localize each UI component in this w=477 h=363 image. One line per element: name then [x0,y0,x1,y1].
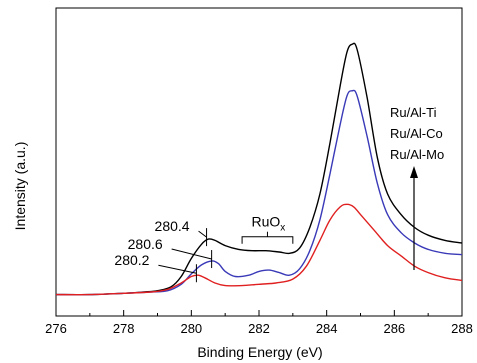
peak-leader-3 [158,264,197,274]
x-axis-title: Binding Energy (eV) [197,344,322,360]
x-tick-label-282: 282 [248,321,270,336]
peak-label-3: 280.2 [114,252,149,268]
legend-entry-3: Ru/Al-Mo [390,147,444,162]
series-layer [55,42,463,296]
plot-frame [55,7,463,317]
plot-border [55,7,463,317]
x-tick-label-278: 278 [113,321,135,336]
peak-label-2: 280.6 [128,236,163,252]
x-tick-label-276: 276 [45,321,67,336]
legend-arrow-head [410,166,418,178]
x-axis-ticks: 276 278 280 282 284 286 288 [45,310,473,336]
legend: Ru/Al-Ti Ru/Al-Co Ru/Al-Mo [390,105,444,270]
peak-leader-1 [198,230,207,238]
x-tick-label-280: 280 [180,321,202,336]
ruox-label: RuOx [251,214,285,234]
ruox-bracket [241,236,294,244]
legend-entry-2: Ru/Al-Co [390,126,443,141]
series-line-3 [55,203,463,296]
x-tick-label-288: 288 [451,321,473,336]
peak-label-1: 280.4 [155,218,190,234]
x-tick-label-284: 284 [316,321,338,336]
legend-entry-1: Ru/Al-Ti [390,105,437,120]
y-axis-title: Intensity (a.u.) [12,142,28,231]
series-line-1 [55,42,463,296]
x-tick-label-286: 286 [383,321,405,336]
peak-leader-2 [171,248,212,260]
ruox-subscript: x [280,223,285,234]
